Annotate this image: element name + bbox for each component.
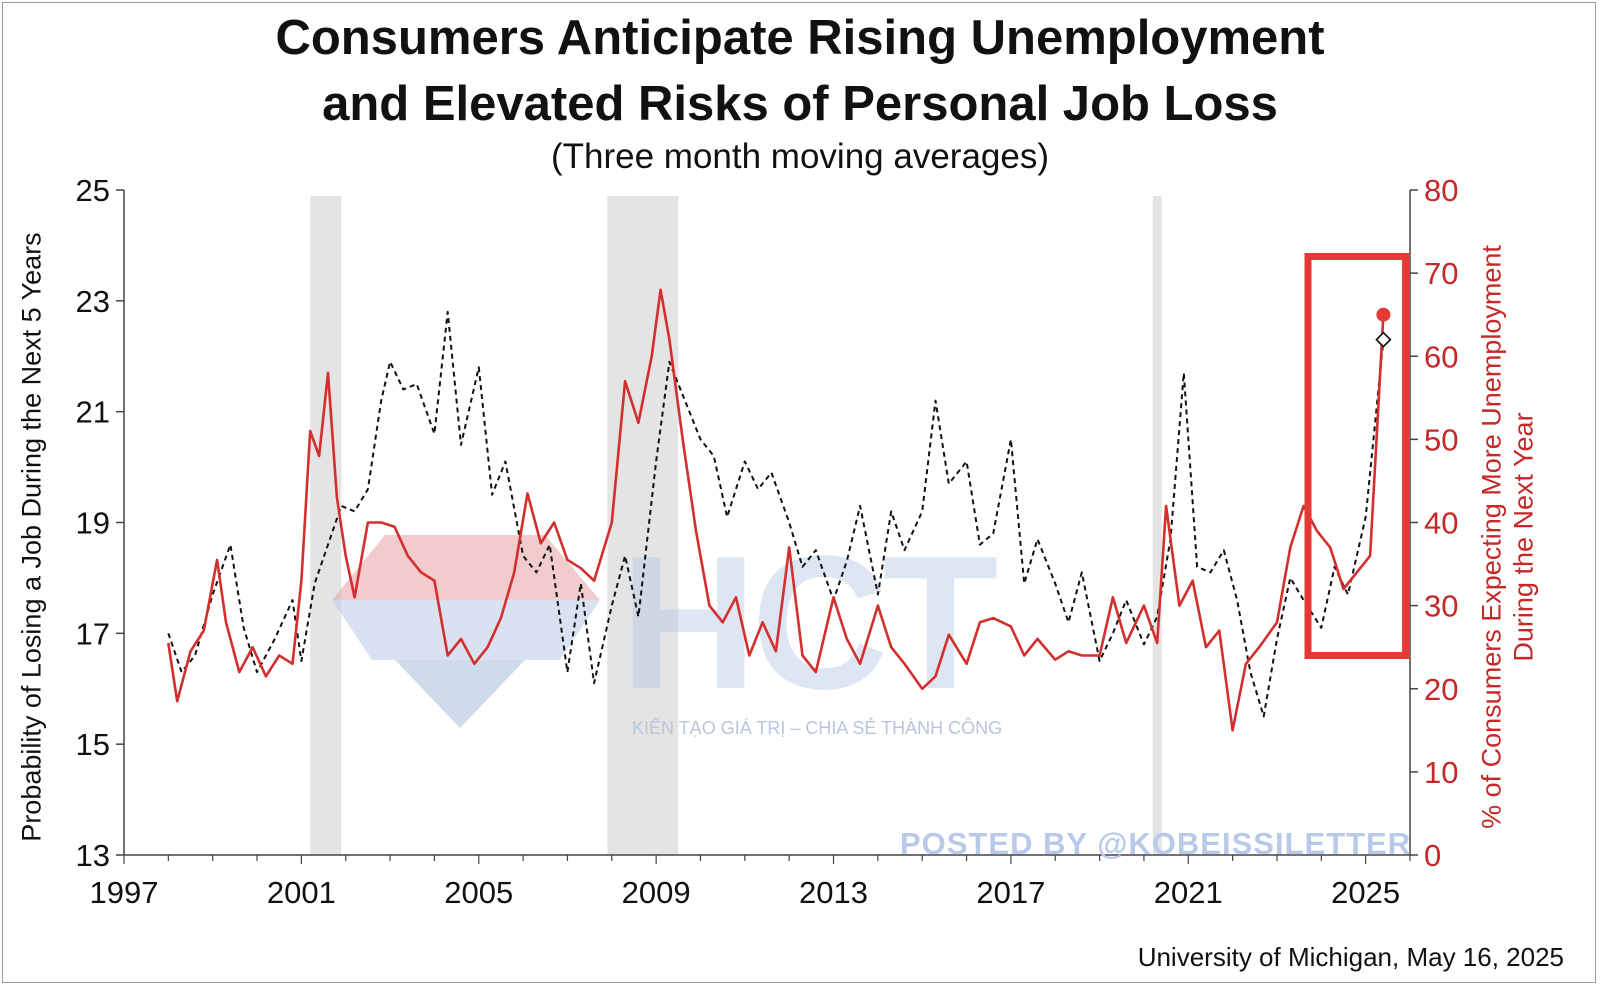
- y-left-tick-label-15: 15: [76, 727, 110, 762]
- x-tick-label-2021: 2021: [1154, 875, 1223, 910]
- y-left-tick-label-17: 17: [76, 616, 110, 651]
- y-right-tick-label-0: 0: [1424, 838, 1441, 873]
- y-right-tick-label-80: 80: [1424, 173, 1458, 208]
- y-left-tick-label-25: 25: [76, 173, 110, 208]
- y-left-tick-label-21: 21: [76, 395, 110, 430]
- x-tick-label-2017: 2017: [976, 875, 1045, 910]
- watermark-posted-by: POSTED BY @KOBEISSILETTER: [900, 826, 1412, 861]
- series-line-job-loss-probability: [167, 310, 1385, 718]
- end-marker-job-loss: [1375, 331, 1392, 348]
- x-tick-label-2001: 2001: [267, 875, 336, 910]
- y-right-tick-label-70: 70: [1424, 256, 1458, 291]
- watermark-logo-top: [332, 535, 600, 600]
- highlight-box: [1304, 253, 1410, 659]
- y-right-tick-label-50: 50: [1424, 422, 1458, 457]
- y-right-tick-label-60: 60: [1424, 339, 1458, 374]
- watermark-slogan: KIẾN TẠO GIÁ TRỊ – CHIA SẺ THÀNH CÔNG: [632, 718, 1003, 738]
- y-right-tick-label-30: 30: [1424, 589, 1458, 624]
- x-tick-label-2009: 2009: [622, 875, 691, 910]
- chart-title: Consumers Anticipate Rising Unemployment: [275, 11, 1325, 65]
- x-tick-label-2005: 2005: [444, 875, 513, 910]
- x-tick-label-2013: 2013: [799, 875, 868, 910]
- end-marker-unemployment: [1376, 307, 1391, 322]
- recession-band-0: [310, 196, 342, 855]
- chart-subtitle: (Three month moving averages): [551, 137, 1049, 176]
- chart-title-line2: and Elevated Risks of Personal Job Loss: [322, 77, 1278, 131]
- recession-band-2: [1152, 196, 1162, 855]
- y-right-tick-label-20: 20: [1424, 672, 1458, 707]
- watermark-logo-middle: [332, 600, 600, 660]
- x-tick-label-2025: 2025: [1331, 875, 1400, 910]
- watermark-logo: HCT: [332, 517, 1003, 729]
- y-left-tick-label-13: 13: [76, 838, 110, 873]
- chart-source: University of Michigan, May 16, 2025: [1137, 942, 1564, 972]
- y-left-tick-label-19: 19: [76, 506, 110, 541]
- y-right-tick-label-40: 40: [1424, 506, 1458, 541]
- x-tick-label-1997: 1997: [90, 875, 159, 910]
- y-left-tick-label-23: 23: [76, 284, 110, 319]
- recession-band-1: [607, 196, 679, 855]
- watermark-logo-bottom: [395, 660, 525, 728]
- y-right-tick-label-10: 10: [1424, 755, 1458, 790]
- watermark-logo-text: HCT: [620, 517, 997, 729]
- series-line-expect-more-unemployment: [167, 288, 1385, 732]
